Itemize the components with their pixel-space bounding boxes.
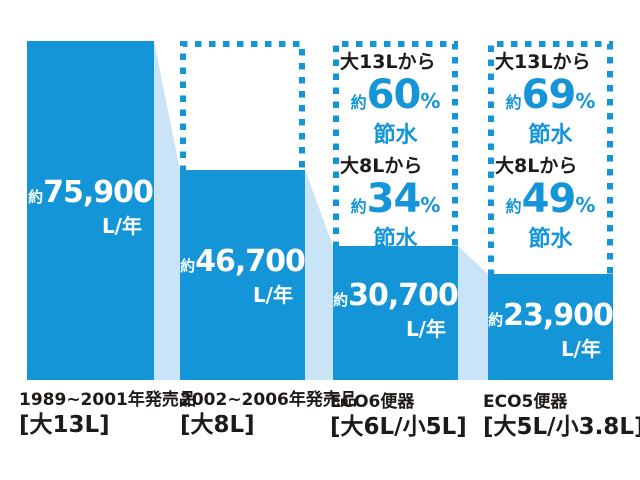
bar-value-block: 約46,700 L/年 bbox=[180, 244, 306, 308]
savings-word: 節水 bbox=[528, 227, 573, 252]
savings-annotation-eco6: 大13Lから 約60% 節水 大8Lから 約34% 節水 bbox=[333, 44, 458, 252]
bar-value-block: 約23,900 L/年 bbox=[488, 298, 614, 362]
category-label-2002-2006: 2002~2006年発売品 [大8L] bbox=[180, 389, 357, 439]
bar-value: 約46,700 bbox=[180, 244, 306, 279]
approx-prefix: 約 bbox=[333, 291, 349, 309]
bar-2002-2006-8L: 約46,700 L/年 bbox=[180, 170, 306, 380]
bar-1989-2001-13L: 約75,900 L/年 bbox=[27, 41, 154, 380]
approx-prefix: 約 bbox=[180, 257, 196, 275]
savings-word: 節水 bbox=[528, 123, 573, 148]
bar-value: 約75,900 bbox=[28, 175, 154, 210]
savings-baseline-label: 大8Lから bbox=[340, 155, 423, 177]
category-line1: 2002~2006年発売品 bbox=[180, 390, 357, 410]
reduction-wedge-3 bbox=[458, 246, 488, 380]
bar-unit: L/年 bbox=[252, 283, 293, 307]
savings-baseline-label: 大8Lから bbox=[495, 155, 578, 177]
bar-eco5: 約23,900 L/年 bbox=[488, 274, 614, 380]
category-line1: ECO6便器 bbox=[330, 392, 415, 412]
savings-percent: 約69% bbox=[505, 72, 596, 118]
reduction-wedge-2 bbox=[305, 170, 333, 380]
savings-baseline-label: 大13Lから bbox=[495, 51, 591, 73]
approx-prefix: 約 bbox=[28, 188, 44, 206]
bar-value-block: 約75,900 L/年 bbox=[27, 177, 154, 239]
savings-word: 節水 bbox=[373, 123, 418, 148]
category-line1: 1989~2001年発売品 bbox=[19, 390, 196, 410]
bar-eco6: 約30,700 L/年 bbox=[333, 246, 459, 380]
bar-value: 約30,700 bbox=[333, 278, 459, 313]
reduction-wedge-1 bbox=[154, 41, 180, 380]
dotted-reference-outline-bar3 bbox=[333, 41, 458, 248]
bar-value: 約23,900 bbox=[488, 298, 614, 333]
category-label-1989-2001: 1989~2001年発売品 [大13L] bbox=[19, 389, 196, 439]
savings-percent: 約60% bbox=[350, 72, 441, 118]
category-line2: [大6L/小5L] bbox=[330, 414, 467, 440]
category-line1: ECO5便器 bbox=[483, 392, 568, 412]
approx-prefix: 約 bbox=[488, 311, 504, 329]
category-label-eco5: ECO5便器 [大5L/小3.8L] bbox=[483, 391, 640, 441]
savings-annotation-eco5: 大13Lから 約69% 節水 大8Lから 約49% 節水 bbox=[488, 44, 613, 272]
savings-percent: 約49% bbox=[505, 176, 596, 222]
bar-value-block: 約30,700 L/年 bbox=[333, 278, 459, 342]
dotted-reference-outline-bar4 bbox=[488, 41, 613, 276]
category-label-eco6: ECO6便器 [大6L/小5L] bbox=[330, 391, 467, 441]
savings-percent: 約34% bbox=[350, 176, 441, 222]
dotted-reference-outline-bar2 bbox=[180, 41, 305, 172]
category-line2: [大8L] bbox=[180, 412, 255, 438]
category-line2: [大13L] bbox=[19, 412, 110, 438]
bar-unit: L/年 bbox=[405, 317, 446, 341]
bar-unit: L/年 bbox=[101, 214, 142, 238]
category-line2: [大5L/小3.8L] bbox=[483, 414, 640, 440]
savings-word: 節水 bbox=[373, 227, 418, 252]
savings-baseline-label: 大13Lから bbox=[340, 51, 436, 73]
bar-unit: L/年 bbox=[560, 337, 601, 361]
